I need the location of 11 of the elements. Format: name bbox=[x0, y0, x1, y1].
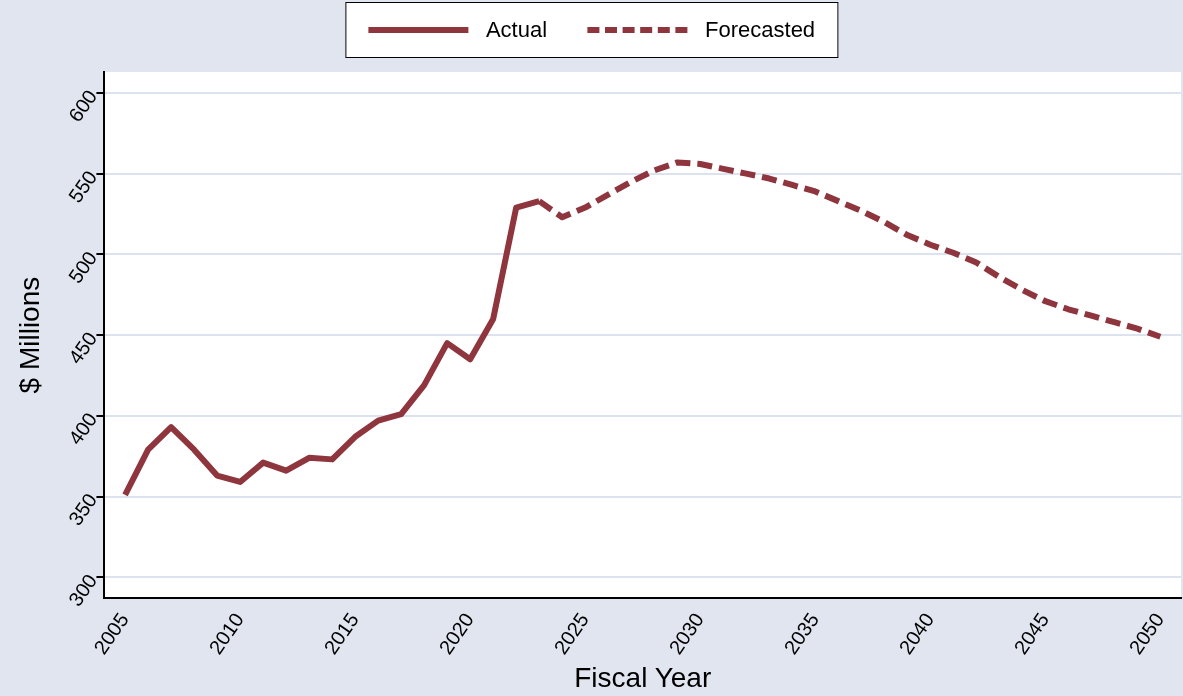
y-tick-label: 400 bbox=[64, 408, 102, 449]
y-tick-label: 600 bbox=[64, 85, 102, 126]
y-tick-label: 450 bbox=[64, 327, 102, 368]
y-tick-label: 300 bbox=[64, 570, 102, 610]
legend-label: Forecasted bbox=[705, 17, 816, 43]
y-tick-label: 550 bbox=[64, 166, 102, 207]
y-axis-title: $ Millions bbox=[13, 276, 45, 394]
y-tick-label: 350 bbox=[64, 489, 102, 530]
y-tick-label: 500 bbox=[64, 247, 102, 288]
x-axis-title: Fiscal Year bbox=[574, 661, 712, 693]
legend-label: Actual bbox=[485, 17, 548, 43]
